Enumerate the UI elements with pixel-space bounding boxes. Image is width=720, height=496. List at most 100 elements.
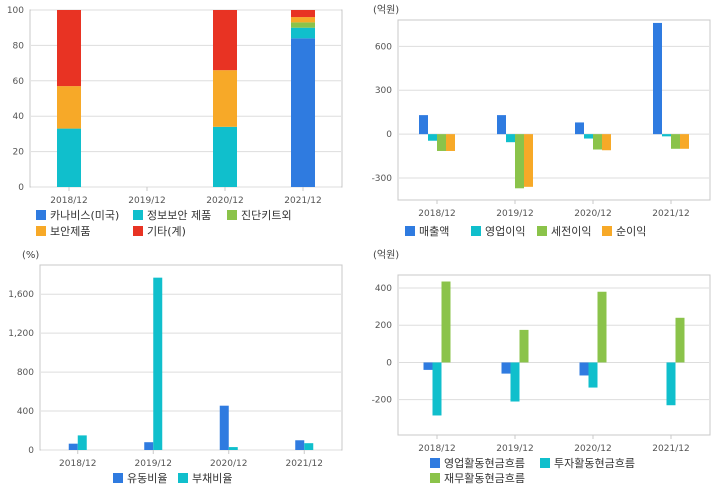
plot-frame (39, 264, 343, 451)
y-tick-label: 40 (13, 112, 25, 122)
x-tick-label: 2020/12 (574, 209, 611, 219)
legend-swatch (430, 473, 440, 483)
legend-swatch (133, 210, 143, 220)
bar (666, 362, 676, 406)
x-tick-label: 2018/12 (50, 196, 87, 206)
bar (77, 435, 87, 450)
legend-label: 정보보안 제품 (147, 209, 211, 222)
y-tick-label: 1,600 (8, 290, 34, 300)
x-tick-label: 2019/12 (135, 459, 172, 469)
x-tick-label: 2018/12 (418, 209, 455, 219)
y-tick-label: 100 (7, 6, 24, 16)
bar (524, 134, 533, 187)
legend-swatch (405, 226, 415, 236)
bar (653, 22, 662, 135)
bar (228, 447, 238, 450)
x-tick-label: 2021/12 (284, 196, 321, 206)
y-tick-label: 400 (375, 284, 392, 294)
x-tick-label: 2019/12 (496, 444, 533, 454)
y-tick-label: 600 (375, 42, 392, 52)
bar (515, 134, 524, 189)
legend-label: 진단키트외 (241, 209, 292, 222)
legend-label: 순이익 (616, 225, 646, 238)
y-tick-label: 60 (13, 77, 25, 87)
bar (584, 134, 593, 139)
legend: 매출액 영업이익 세전이익 순이익 (405, 225, 646, 238)
bar (419, 115, 428, 135)
y-tick-label: -200 (372, 396, 393, 406)
legend-swatch (537, 226, 547, 236)
x-tick-label: 2020/12 (574, 444, 611, 454)
x-tick-label: 2018/12 (59, 459, 96, 469)
bar (437, 134, 446, 151)
bar (441, 281, 451, 363)
legend-swatch (36, 210, 46, 220)
legend-swatch (133, 226, 143, 236)
bar (432, 362, 442, 416)
bar (506, 134, 515, 143)
legend-label: 기타(계) (147, 225, 186, 238)
bar-segment (213, 10, 237, 71)
y-tick-label: 1,200 (8, 329, 34, 339)
x-tick-label: 2018/12 (418, 444, 455, 454)
bar (446, 134, 455, 151)
bar-segment (291, 38, 315, 187)
bar-segment (291, 10, 315, 18)
x-tick-label: 2021/12 (652, 444, 689, 454)
legend-label: 세전이익 (551, 225, 591, 238)
bar (579, 362, 589, 376)
bar-segment (291, 27, 315, 39)
bar (662, 134, 671, 137)
bar (144, 442, 154, 450)
cashflow-chart: (억원) -200 0 200 400 2018/12 2019/12 2020/12 2021… (372, 249, 711, 485)
bar-segment (291, 17, 315, 23)
plot-frame (397, 274, 711, 436)
bar (68, 443, 78, 450)
legend-label: 부채비율 (192, 472, 232, 485)
unit-label: (억원) (373, 4, 399, 16)
y-tick-label: 400 (17, 407, 34, 417)
unit-label: (%) (22, 250, 39, 261)
legend-label: 카나비스(미국) (50, 209, 119, 222)
bar (675, 317, 685, 363)
bar (602, 134, 611, 151)
legend-label: 재무활동현금흐름 (444, 471, 525, 485)
legend-label: 영업이익 (485, 225, 525, 238)
bar (588, 362, 598, 388)
legend-label: 투자활동현금흐름 (554, 456, 635, 470)
unit-label: (억원) (373, 249, 399, 261)
legend-label: 보안제품 (50, 225, 90, 238)
x-tick-label: 2021/12 (286, 459, 323, 469)
legend-swatch (430, 458, 440, 468)
legend: 유동비율 부채비율 (113, 472, 232, 485)
bar (423, 362, 433, 370)
y-tick-label: 0 (28, 446, 34, 456)
bar (428, 134, 437, 141)
bar (510, 362, 520, 402)
y-tick-label: -300 (372, 174, 393, 184)
legend-swatch (540, 458, 550, 468)
bar-segment (291, 22, 315, 28)
x-tick-label: 2019/12 (128, 196, 165, 206)
bar (680, 134, 689, 149)
legend-label: 영업활동현금흐름 (444, 456, 525, 470)
bar-segment (57, 86, 81, 129)
legend-swatch (178, 473, 188, 483)
income-chart: (억원) -300 0 300 600 2018/12 2019/12 2020/12 2021… (372, 4, 711, 238)
bar (597, 291, 607, 363)
bar (295, 440, 305, 450)
legend-swatch (602, 226, 612, 236)
y-tick-label: 20 (13, 148, 25, 158)
bar (153, 277, 163, 450)
bar-segment (213, 126, 237, 187)
bar-segment (57, 10, 81, 87)
bar (671, 134, 680, 149)
y-tick-label: 0 (386, 358, 392, 368)
legend-swatch (227, 210, 237, 220)
legend-swatch (113, 473, 123, 483)
bar (219, 405, 229, 450)
bar (304, 443, 314, 450)
